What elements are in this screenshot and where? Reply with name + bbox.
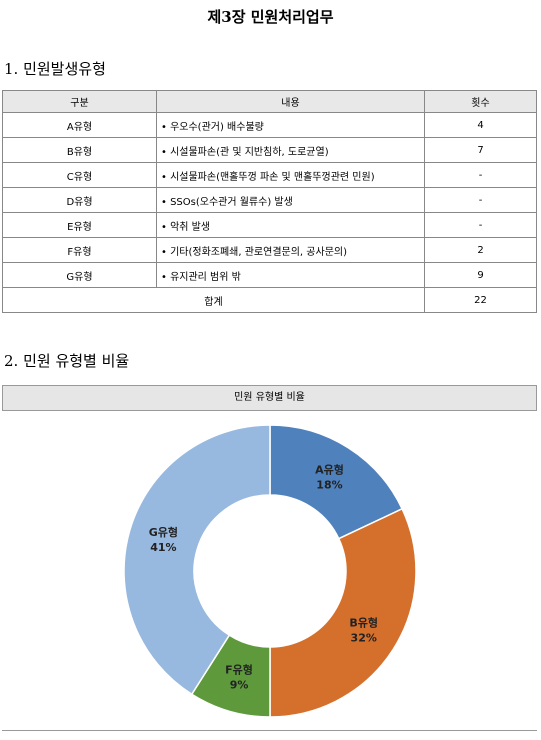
slice-value-label: 32% xyxy=(351,631,377,644)
content-cell: • 기타(정화조폐쇄, 관로연결문의, 공사문의) xyxy=(156,237,425,263)
count-cell: - xyxy=(424,212,537,238)
donut-slice xyxy=(123,424,271,696)
slice-value-label: 18% xyxy=(316,478,342,491)
type-cell: C유형 xyxy=(2,162,157,188)
count-cell: 4 xyxy=(424,112,537,138)
page-title: 제3장 민원처리업무 xyxy=(207,8,334,26)
slice-category: F유형 xyxy=(225,663,253,677)
type-cell: A유형 xyxy=(2,112,157,138)
slice-value-label: 41% xyxy=(150,541,176,554)
count-cell: - xyxy=(424,162,537,188)
content-cell: • SSOs(오수관거 월류수) 발생 xyxy=(156,187,425,213)
table-row: E유형 • 악취 발생 - xyxy=(2,212,537,238)
section-heading: 2. 민원 유형별 비율 xyxy=(4,352,130,370)
slice-category: B유형 xyxy=(349,615,378,629)
complaint-table: 구분 내용 횟수 A유형 • 우오수(관거) 배수불량 4 B유형 • 시설물파손(관 … xyxy=(2,90,537,313)
count-cell: 7 xyxy=(424,137,537,163)
column-header: 횟수 xyxy=(424,90,537,113)
header-row: 구분 내용 횟수 xyxy=(2,90,537,113)
type-cell: D유형 xyxy=(2,187,157,213)
total-count: 22 xyxy=(424,287,537,313)
slice-category: A유형 xyxy=(315,462,344,476)
table-row: A유형 • 우오수(관거) 배수불량 4 xyxy=(2,112,537,138)
table-row: B유형 • 시설물파손(관 및 지반침하, 도로균열) 7 xyxy=(2,137,537,163)
type-cell: B유형 xyxy=(2,137,157,163)
chart-title: 민원 유형별 비율 xyxy=(2,385,537,411)
type-cell: F유형 xyxy=(2,237,157,263)
content-cell: • 우오수(관거) 배수불량 xyxy=(156,112,425,138)
count-cell: - xyxy=(424,187,537,213)
donut-slice xyxy=(269,424,404,540)
type-cell: G유형 xyxy=(2,262,157,288)
content-cell: • 시설물파손(관 및 지반침하, 도로균열) xyxy=(156,137,425,163)
chart: A유형 18% B유형 32% F유형 9% G유형 41% xyxy=(123,424,417,718)
donut-slice xyxy=(269,507,417,718)
type-cell: E유형 xyxy=(2,212,157,238)
total-label: 합계 xyxy=(2,287,425,313)
column-header: 내용 xyxy=(156,90,425,113)
column-header: 구분 xyxy=(2,90,157,113)
content-cell: • 악취 발생 xyxy=(156,212,425,238)
content-cell: • 유지관리 범위 밖 xyxy=(156,262,425,288)
count-cell: 9 xyxy=(424,262,537,288)
chart-box: 민원 유형별 비율 A유형 18% B유형 32% F유형 9% G유형 41% xyxy=(2,385,537,731)
slice-value-label: 9% xyxy=(230,679,249,692)
section-heading: 1. 민원발생유형 xyxy=(4,60,106,78)
slice-category: G유형 xyxy=(149,525,178,539)
total-row: 합계 22 xyxy=(2,287,537,313)
table-row: F유형 • 기타(정화조폐쇄, 관로연결문의, 공사문의) 2 xyxy=(2,237,537,263)
content-cell: • 시설물파손(맨홀뚜껑 파손 및 맨홀뚜껑관련 민원) xyxy=(156,162,425,188)
table-row: D유형 • SSOs(오수관거 월류수) 발생 - xyxy=(2,187,537,213)
table-row: C유형 • 시설물파손(맨홀뚜껑 파손 및 맨홀뚜껑관련 민원) - xyxy=(2,162,537,188)
count-cell: 2 xyxy=(424,237,537,263)
